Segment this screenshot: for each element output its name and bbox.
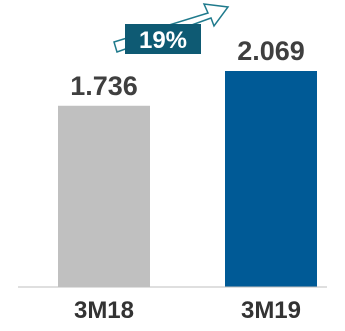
bar-3M18	[58, 105, 150, 287]
x-tick-label-3M19: 3M19	[241, 297, 301, 324]
growth-badge: 19%	[125, 24, 201, 54]
bar-3M19	[225, 71, 317, 287]
x-tick-label-3M18: 3M18	[74, 297, 134, 324]
growth-badge-text: 19%	[139, 27, 187, 54]
growth-badge-box	[125, 24, 201, 54]
value-label-3M19: 2.069	[237, 36, 305, 66]
value-label-3M18: 1.736	[70, 71, 138, 101]
